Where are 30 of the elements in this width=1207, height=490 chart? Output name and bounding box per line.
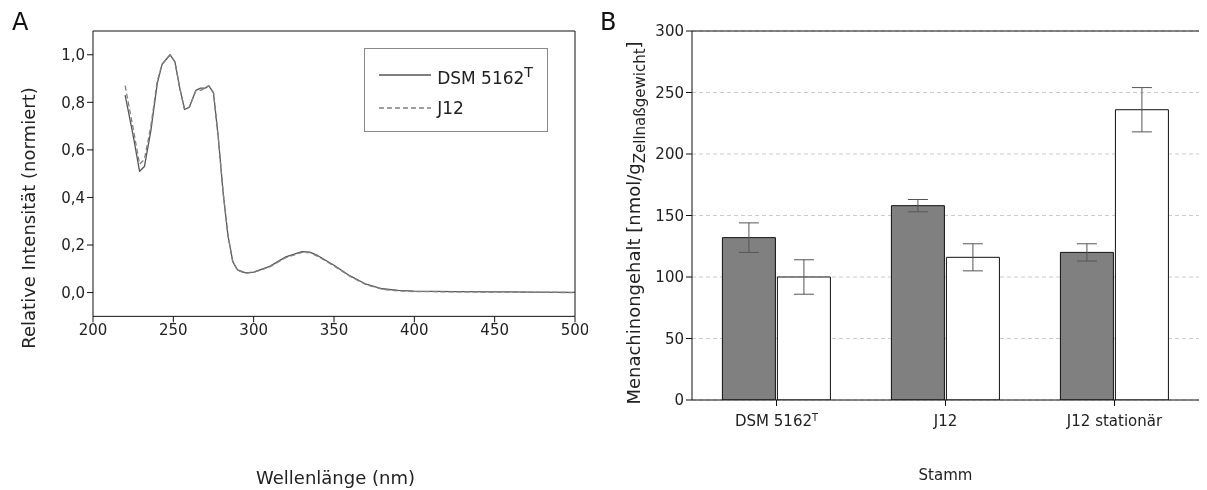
y-tick-label: 250 [655, 83, 684, 102]
y-tick-label: 0,6 [61, 141, 85, 160]
legend-label: DSM 5162$^{T}$ [437, 63, 533, 90]
y-tick-label: 0,2 [61, 236, 85, 255]
y-tick-label: 1,0 [61, 46, 85, 65]
y-axis-title: Relative Intensität (normiert) [17, 87, 39, 349]
y-tick-label: 200 [655, 145, 684, 164]
x-axis-title: Wellenlänge (nm) [255, 467, 416, 488]
y-tick-label: 100 [655, 268, 684, 287]
x-tick-label: J12 stationär [1065, 412, 1163, 430]
x-tick-label: 400 [400, 320, 429, 339]
y-tick-label: 0,8 [61, 93, 85, 112]
x-tick-label: 200 [78, 320, 108, 339]
x-tick-label: J12 [932, 412, 958, 430]
x-tick-label: 450 [480, 320, 509, 339]
chart-title: B [600, 8, 617, 36]
legend-label: J12 [437, 96, 464, 120]
x-tick-label: DSM 5162$^{T}$ [735, 411, 818, 430]
x-tick-label: 250 [159, 320, 188, 339]
x-tick-label: 350 [319, 320, 349, 339]
x-tick-label: 300 [239, 320, 268, 339]
y-tick-label: 0,0 [61, 283, 85, 302]
y-tick-label: 150 [655, 206, 684, 225]
x-axis-title: Stamm [917, 466, 974, 484]
y-tick-label: 0,4 [61, 188, 85, 207]
y-tick-label: 50 [664, 329, 684, 348]
chart-title: A [12, 8, 29, 36]
y-tick-label: 0 [674, 391, 684, 410]
y-tick-label: 300 [655, 22, 684, 41]
x-tick-label: 500 [560, 320, 590, 339]
